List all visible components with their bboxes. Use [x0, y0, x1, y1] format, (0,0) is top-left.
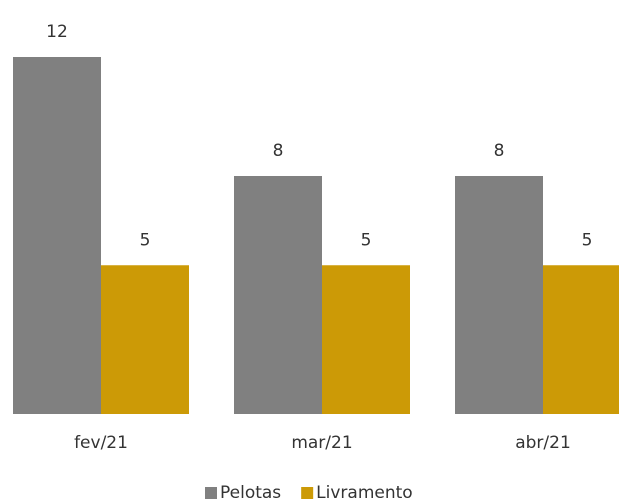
value-label: 12	[46, 22, 68, 42]
value-label: 5	[582, 230, 593, 250]
bar	[234, 176, 322, 414]
bar	[101, 265, 189, 414]
legend-label: Livramento	[316, 483, 413, 503]
bar	[322, 265, 410, 414]
x-tick-label: mar/21	[291, 433, 352, 453]
bar	[543, 265, 619, 414]
legend-swatch	[301, 487, 314, 499]
legend-swatch	[205, 487, 217, 499]
bar	[13, 57, 101, 414]
value-label: 5	[140, 230, 151, 250]
value-label: 8	[494, 141, 505, 161]
value-label: 5	[361, 230, 372, 250]
x-tick-label: fev/21	[74, 433, 128, 453]
bar	[455, 176, 543, 414]
value-label: 8	[273, 141, 284, 161]
x-tick-label: abr/21	[515, 433, 571, 453]
legend-label: Pelotas	[220, 483, 281, 503]
